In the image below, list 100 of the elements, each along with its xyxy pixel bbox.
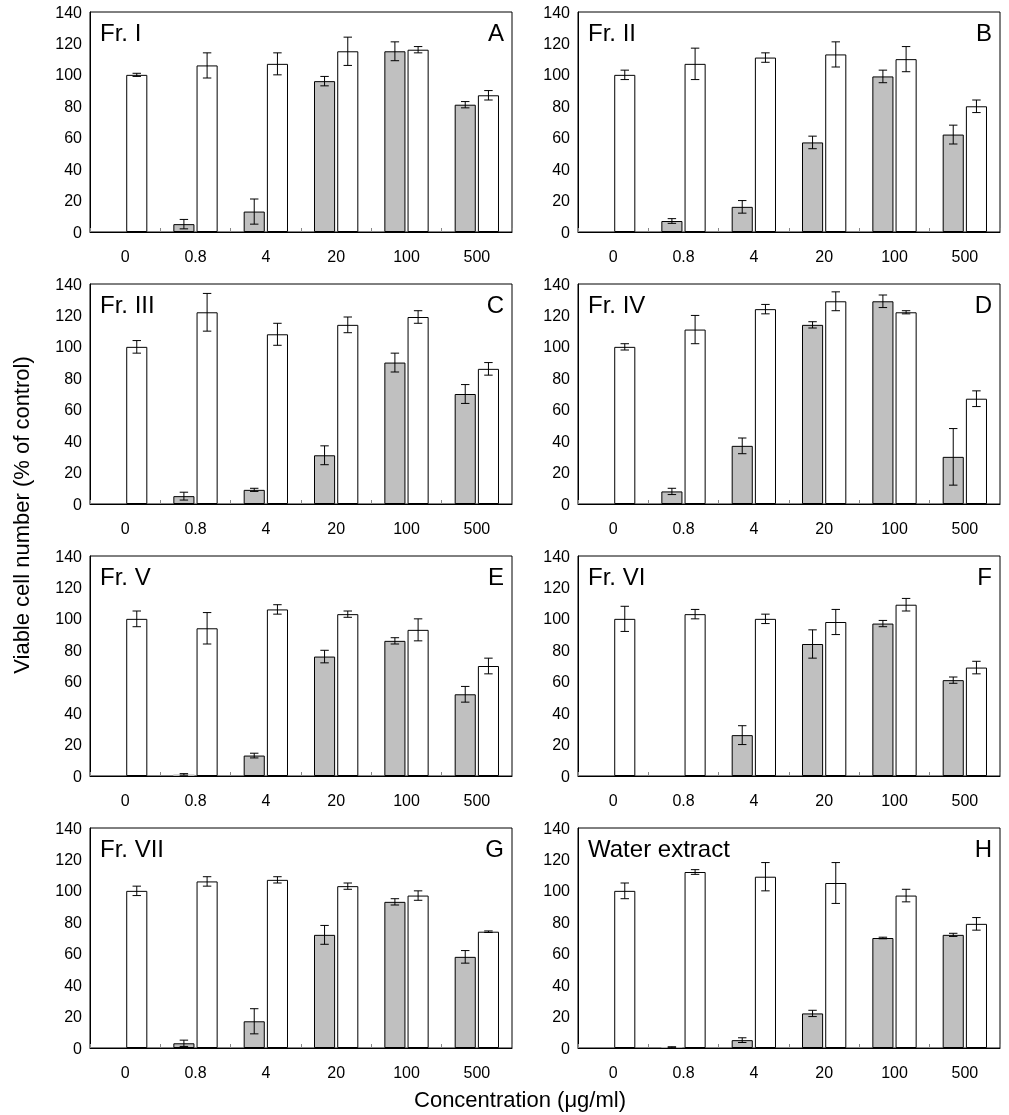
annotation: D [974,290,993,318]
x-tick-label: 500 [951,791,979,809]
x-tick-label: 100 [393,1063,420,1081]
annotation: H [974,834,993,862]
y-tick-label: 80 [64,913,83,931]
x-tick-label: 0 [608,247,618,265]
y-tick-label: 120 [543,578,571,596]
y-tick-label: 20 [64,192,83,210]
y-tick-label: 40 [64,976,83,994]
y-tick-label: 100 [543,882,571,900]
y-tick-label: 100 [55,882,83,900]
y-tick-label: 80 [64,641,83,659]
y-tick-label: 0 [561,1039,571,1057]
y-tick-label: 20 [64,736,83,754]
y-tick-label: 60 [64,129,83,147]
y-tick-label: 60 [552,401,571,419]
x-tick-label: 0 [608,791,618,809]
y-tick-label: 140 [543,547,571,565]
y-tick-label: 60 [64,673,83,691]
x-tick-label: 500 [463,791,491,809]
y-tick-label: 120 [55,306,83,324]
x-tick-label: 0.8 [672,791,695,809]
annotation: B [975,18,993,46]
y-tick-label: 0 [73,1039,83,1057]
x-tick-label: 100 [881,791,908,809]
x-tick-label: 20 [327,1063,346,1081]
x-tick-label: 4 [749,791,759,809]
y-axis-title: Viable cell number (% of control) [9,356,35,674]
y-tick-label: 100 [55,66,83,84]
y-tick-label: 40 [64,704,83,722]
x-tick-label: 100 [393,519,420,537]
x-tick-label: 4 [749,247,759,265]
y-tick-label: 120 [55,34,83,52]
y-tick-label: 80 [552,641,571,659]
x-tick-label: 20 [815,519,834,537]
x-tick-label: 0 [120,247,130,265]
chart-title: Fr. II [588,18,636,46]
y-tick-label: 80 [64,369,83,387]
x-axis-title: Concentration (μg/ml) [414,1087,626,1113]
x-tick-label: 100 [393,791,420,809]
y-tick-label: 20 [552,1008,571,1026]
annotation: C [486,290,505,318]
y-tick-label: 80 [552,97,571,115]
y-tick-label: 140 [543,3,571,21]
y-tick-label: 140 [55,547,83,565]
y-tick-label: 120 [543,306,571,324]
y-tick-label: 60 [552,673,571,691]
y-tick-label: 140 [55,275,83,293]
x-tick-label: 4 [261,1063,271,1081]
y-tick-label: 40 [552,160,571,178]
y-tick-label: 60 [552,945,571,963]
x-tick-label: 100 [881,1063,908,1081]
annotation: G [485,834,504,862]
y-tick-label: 120 [55,850,83,868]
annotation: A [487,18,505,46]
y-tick-label: 20 [552,464,571,482]
x-tick-label: 0 [120,1063,130,1081]
y-tick-label: 80 [64,97,83,115]
chart-title: Fr. III [100,290,155,318]
y-tick-label: 80 [552,369,571,387]
y-tick-label: 0 [561,495,571,513]
x-tick-label: 0 [120,791,130,809]
y-tick-label: 40 [552,704,571,722]
x-tick-label: 0.8 [184,1063,207,1081]
x-tick-label: 500 [463,1063,491,1081]
x-tick-label: 100 [393,247,420,265]
x-tick-label: 4 [749,519,759,537]
y-tick-label: 20 [552,736,571,754]
x-tick-label: 20 [815,247,834,265]
y-tick-label: 140 [543,275,571,293]
y-tick-label: 100 [543,338,571,356]
x-tick-label: 100 [881,519,908,537]
y-tick-label: 0 [73,495,83,513]
y-tick-label: 100 [55,610,83,628]
y-tick-label: 0 [73,223,83,241]
x-tick-label: 0.8 [672,1063,695,1081]
y-tick-label: 40 [552,976,571,994]
x-tick-label: 0 [120,519,130,537]
y-tick-label: 20 [64,464,83,482]
x-tick-label: 20 [815,1063,834,1081]
annotation: F [977,562,993,590]
x-tick-label: 0.8 [672,247,695,265]
x-tick-label: 4 [261,247,271,265]
y-tick-label: 120 [543,34,571,52]
chart-title: Fr. VII [100,834,165,862]
y-tick-label: 120 [55,578,83,596]
y-tick-label: 140 [543,819,571,837]
x-tick-label: 500 [951,247,979,265]
y-tick-label: 100 [543,66,571,84]
chart-title: Fr. IV [588,290,646,318]
x-tick-label: 4 [261,519,271,537]
y-tick-label: 140 [55,819,83,837]
y-tick-label: 0 [561,767,571,785]
x-tick-label: 4 [749,1063,759,1081]
x-tick-label: 0.8 [184,791,207,809]
x-tick-label: 0.8 [184,519,207,537]
y-tick-label: 140 [55,3,83,21]
y-tick-label: 100 [543,610,571,628]
x-tick-label: 20 [815,791,834,809]
chart-title: Fr. VI [588,562,646,590]
